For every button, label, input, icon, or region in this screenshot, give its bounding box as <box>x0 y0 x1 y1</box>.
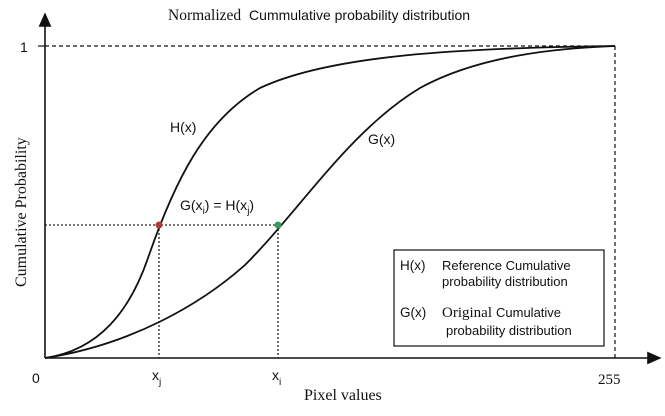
diagram-title: Normalized Cummulative probability distr… <box>168 7 470 24</box>
g-curve-label: G(x) <box>368 131 395 147</box>
h-curve <box>44 45 616 359</box>
x-axis-label: Pixel values <box>304 387 382 404</box>
legend-h-key: H(x) <box>400 258 426 273</box>
title-part2: Cummulative probability distribution <box>249 7 470 23</box>
x-origin-label: 0 <box>32 370 40 386</box>
xj-label: xj <box>152 367 161 388</box>
y-tick-label-one: 1 <box>20 39 28 55</box>
legend-h-line1: Reference Cumulative <box>442 258 571 273</box>
h-point <box>155 221 163 229</box>
equation-label: G(xi) = H(xj) <box>180 197 254 217</box>
g-curve <box>44 45 616 359</box>
legend-g-line2: probability distribution <box>446 323 572 338</box>
g-point <box>274 221 282 229</box>
h-curve-label: H(x) <box>170 119 196 135</box>
y-axis-label: Cumulative Probability <box>13 137 30 287</box>
legend-h-line2: probability distribution <box>442 274 568 289</box>
xi-label: xi <box>272 367 281 388</box>
legend-g-line1: Original Cumulative <box>442 305 561 321</box>
title-part1: Normalized <box>168 7 241 24</box>
x-max-label: 255 <box>598 372 621 388</box>
legend-g-key: G(x) <box>400 305 426 320</box>
legend-box: H(x) Reference Cumulative probability di… <box>393 249 605 347</box>
